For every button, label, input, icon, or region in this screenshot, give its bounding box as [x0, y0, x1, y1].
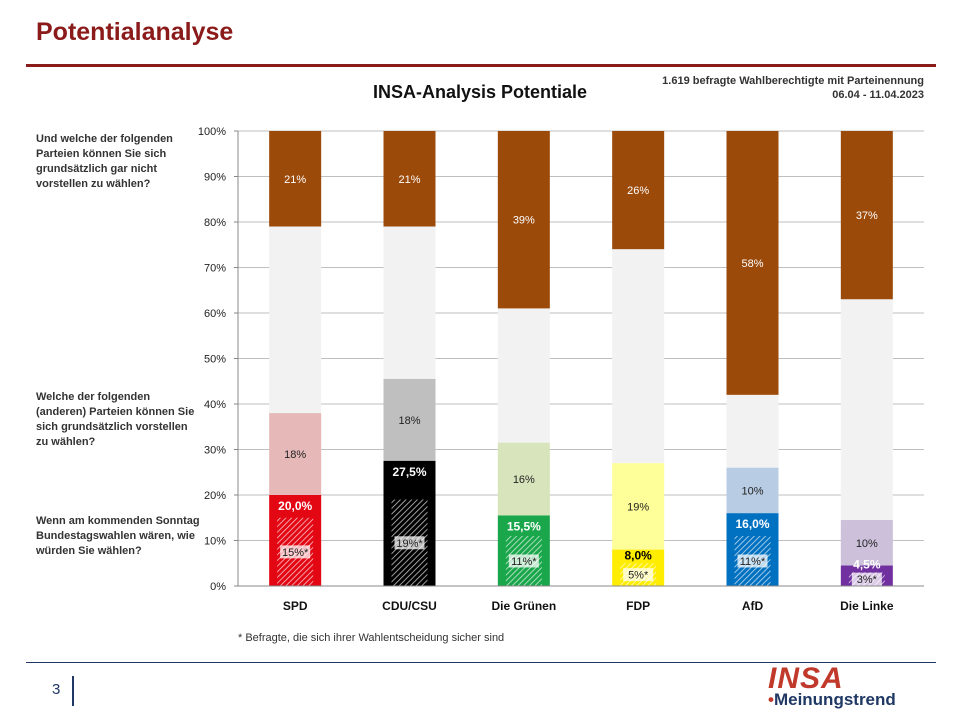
y-tick-label: 60%: [204, 308, 226, 320]
y-tick-label: 70%: [204, 263, 226, 275]
sure-value-label: 11%*: [740, 556, 766, 568]
vote-value-label: 27,5%: [392, 465, 426, 479]
sure-value-label: 11%*: [511, 556, 537, 568]
bar-segment-undecided: [383, 226, 436, 379]
page-title: Potentialanalyse: [36, 18, 234, 46]
bar-segment-undecided: [840, 299, 893, 521]
source-dates: 06.04 - 11.04.2023: [832, 89, 924, 101]
x-category-label: CDU/CSU: [382, 599, 437, 613]
bar-segment-cannot: [497, 131, 550, 309]
footnote: * Befragte, die sich ihrer Wahlentscheid…: [238, 632, 505, 644]
bar-segment-undecided: [612, 249, 665, 464]
vote-value-label: 4,5%: [853, 557, 881, 571]
bar-segment-could: [612, 463, 665, 550]
y-tick-label: 80%: [204, 217, 226, 229]
x-category-label: SPD: [283, 599, 308, 613]
sure-label-box: [851, 572, 882, 586]
page-number-divider: [72, 676, 74, 706]
y-tick-label: 90%: [204, 172, 226, 184]
could-value-label: 10%: [741, 485, 763, 497]
cannot-value-label: 21%: [284, 174, 306, 186]
x-category-label: FDP: [626, 599, 650, 613]
x-category-label: AfD: [742, 599, 764, 613]
logo-subtitle-text: Meinungstrend: [773, 690, 896, 709]
sure-label-box: [737, 554, 768, 568]
insa-logo: INSA •Meinungstrend: [768, 662, 918, 712]
sure-value-label: 5%*: [628, 570, 649, 582]
cannot-value-label: 37%: [856, 210, 878, 222]
y-tick-label: 10%: [204, 536, 226, 548]
footer-rule: [26, 662, 936, 663]
y-tick-label: 100%: [198, 126, 226, 138]
sure-label-box: [394, 536, 425, 550]
vote-value-label: 20,0%: [278, 499, 312, 513]
bar-segment-cannot: [383, 131, 436, 227]
cannot-value-label: 21%: [398, 174, 420, 186]
vote-value-label: 16,0%: [735, 517, 769, 531]
sure-value-label: 15%*: [282, 547, 309, 559]
sure-label-box: [280, 545, 311, 559]
bar-segment-cannot: [269, 131, 322, 227]
bar-segment-could: [726, 467, 779, 514]
source-sample: 1.619 befragte Wahlberechtigte mit Parte…: [662, 75, 924, 87]
could-value-label: 19%: [627, 501, 649, 513]
logo-wordmark: INSA: [768, 662, 844, 695]
sure-value-label: 3%*: [857, 574, 878, 586]
bar-segment-could: [269, 413, 322, 495]
chart-title: INSA-Analysis Potentiale: [372, 82, 588, 102]
sure-label-box: [623, 568, 654, 582]
question-cannot-vote: Und welche der folgenden Parteien können…: [36, 133, 173, 190]
vote-value-label: 15,5%: [507, 519, 541, 533]
source-info: 1.619 befragte Wahlberechtigte mit Parte…: [564, 74, 924, 102]
question-could-vote: Welche der folgenden (anderen) Parteien …: [36, 391, 195, 448]
bar-segment-could: [383, 378, 436, 461]
page-number: 3: [52, 681, 61, 698]
bar-segment-could: [497, 442, 550, 516]
title-rule: [26, 64, 936, 67]
sure-value-label: 19%*: [396, 538, 423, 550]
y-tick-label: 50%: [204, 354, 226, 366]
cannot-value-label: 39%: [513, 215, 535, 227]
y-tick-label: 30%: [204, 445, 226, 457]
bar-segment-could: [840, 520, 893, 566]
bar-segment-cannot: [840, 131, 893, 300]
x-category-label: Die Grünen: [491, 599, 556, 613]
could-value-label: 18%: [398, 415, 420, 427]
cannot-value-label: 26%: [627, 185, 649, 197]
x-category-label: Die Linke: [840, 599, 894, 613]
could-value-label: 16%: [513, 474, 535, 486]
bar-segment-undecided: [497, 308, 550, 443]
y-tick-label: 0%: [210, 581, 226, 593]
bar-segment-undecided: [269, 226, 322, 414]
bar-segment-undecided: [726, 394, 779, 468]
cannot-value-label: 58%: [741, 258, 763, 270]
vote-value-label: 8,0%: [624, 548, 652, 562]
question-vote-intention: Wenn am kommenden Sonntag Bundestagswahl…: [36, 515, 200, 557]
could-value-label: 18%: [284, 449, 306, 461]
sure-label-box: [508, 554, 539, 568]
y-tick-label: 40%: [204, 399, 226, 411]
could-value-label: 10%: [856, 538, 878, 550]
y-tick-label: 20%: [204, 490, 226, 502]
bar-segment-cannot: [612, 131, 665, 250]
bar-segment-cannot: [726, 131, 779, 395]
logo-subtitle: •Meinungstrend: [768, 690, 896, 709]
